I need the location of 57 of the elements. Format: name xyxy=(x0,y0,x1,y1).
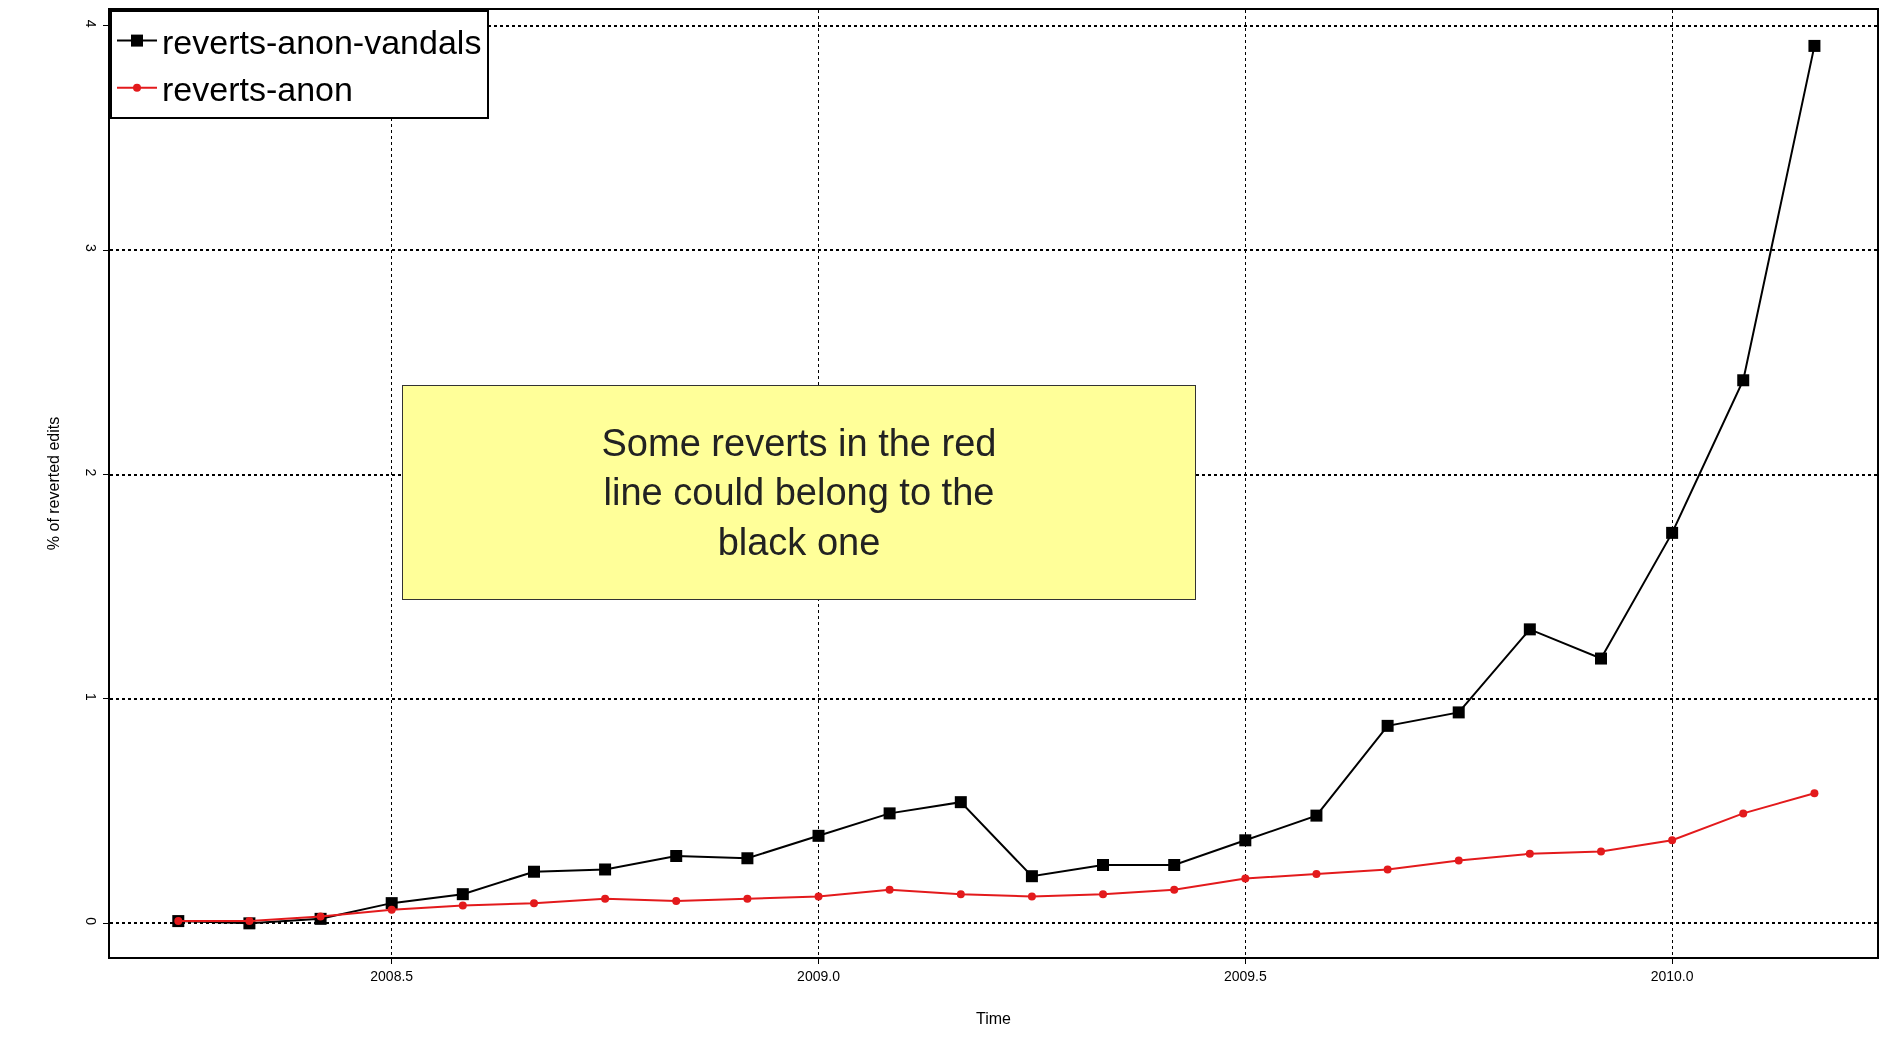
point xyxy=(1027,892,1036,901)
x-tick-label: 2009.0 xyxy=(797,967,841,984)
point xyxy=(316,912,325,921)
point xyxy=(1383,865,1392,874)
y-tick-label: 0 xyxy=(83,917,100,926)
point xyxy=(1099,890,1108,899)
annotation: Some reverts in the red line could belong to the black one xyxy=(601,422,997,563)
point xyxy=(1239,834,1252,847)
x-axis-title: Time xyxy=(976,1010,1012,1027)
point xyxy=(956,890,965,899)
y-axis-title: % of reverted edits xyxy=(44,416,62,551)
legend-label: reverts-anon-vandals xyxy=(162,22,482,61)
point xyxy=(1810,789,1819,798)
y-tick-label: 1 xyxy=(83,692,100,701)
y-tick-label: 4 xyxy=(83,19,100,28)
point xyxy=(954,796,967,809)
x-tick-label: 2008.5 xyxy=(370,967,414,984)
y-tick-label: 2 xyxy=(83,468,100,477)
point xyxy=(1097,858,1110,871)
x-tick-label: 2010.0 xyxy=(1650,967,1694,984)
point xyxy=(814,892,823,901)
point xyxy=(456,888,469,901)
point xyxy=(670,850,683,863)
point xyxy=(1168,858,1181,871)
point xyxy=(1241,874,1250,883)
point xyxy=(527,865,540,878)
point xyxy=(529,899,538,908)
point xyxy=(1739,809,1748,818)
point xyxy=(1525,849,1534,858)
point xyxy=(1454,856,1463,865)
point xyxy=(812,829,825,842)
point xyxy=(1312,869,1321,878)
point xyxy=(1597,847,1606,856)
point xyxy=(883,807,896,820)
point xyxy=(1808,39,1821,52)
point xyxy=(245,917,254,926)
point xyxy=(743,894,752,903)
point xyxy=(599,863,612,876)
point xyxy=(885,885,894,894)
point xyxy=(1668,836,1677,845)
point xyxy=(1666,526,1679,539)
point xyxy=(1310,809,1323,822)
point xyxy=(1381,719,1394,732)
x-tick-label: 2009.5 xyxy=(1223,967,1267,984)
point xyxy=(1523,623,1536,636)
point xyxy=(1025,870,1038,883)
point xyxy=(741,852,754,865)
point xyxy=(601,894,610,903)
y-tick-label: 3 xyxy=(83,244,100,253)
point xyxy=(1595,652,1608,665)
point xyxy=(1170,885,1179,894)
point xyxy=(1737,374,1750,387)
point xyxy=(672,896,681,905)
point xyxy=(387,905,396,914)
point xyxy=(458,901,467,910)
point xyxy=(1452,706,1465,719)
legend-label: reverts-anon xyxy=(162,70,353,109)
